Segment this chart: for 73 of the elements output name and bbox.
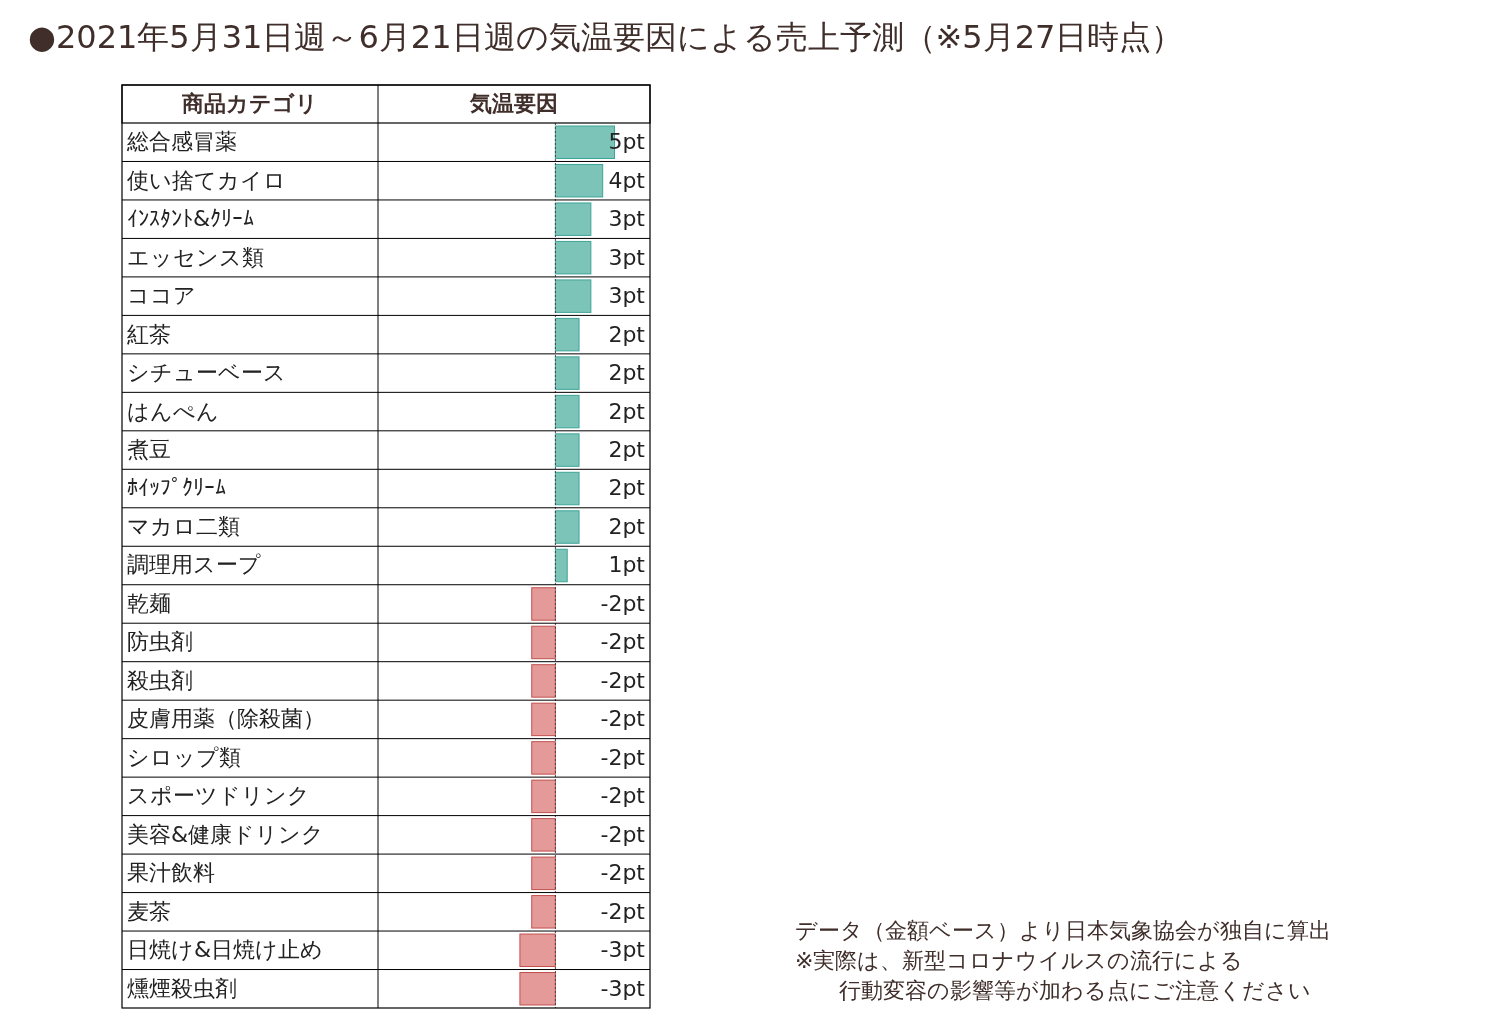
y-tick-label: シチューベース [127, 360, 286, 386]
y-tick-label: マカロ二類 [127, 513, 240, 539]
data-label: -2pt [600, 860, 646, 886]
bar [519, 972, 556, 1006]
y-tick-label: 美容&健康ドリンク [127, 821, 325, 847]
y-tick-label: エッセンス類 [127, 244, 264, 270]
bar [531, 856, 556, 891]
bar [554, 548, 568, 583]
y-tick-label: 煮豆 [127, 436, 171, 462]
y-tick-label: 燻煙殺虫剤 [127, 975, 237, 1001]
y-axis-title: 商品カテゴリ [181, 91, 318, 116]
bar [554, 510, 580, 544]
bar [554, 394, 580, 429]
y-tick-label: はんぺん [127, 398, 219, 424]
y-tick-label: 麦茶 [127, 898, 171, 924]
data-label: -2pt [600, 629, 646, 655]
y-tick-label: ﾎｲｯﾌﾟｸﾘｰﾑ [127, 475, 226, 501]
data-label: -3pt [600, 975, 646, 1001]
data-label: -2pt [600, 821, 646, 847]
bar [531, 895, 556, 929]
data-label: -2pt [600, 898, 646, 924]
y-tick-label: ココア [127, 283, 196, 309]
data-label: 1pt [608, 552, 646, 578]
y-tick-label: スポーツドリンク [127, 783, 310, 809]
bar [554, 356, 580, 390]
bar [554, 317, 580, 352]
bar [531, 779, 556, 814]
bar [554, 202, 592, 236]
data-label: 2pt [608, 475, 646, 501]
data-label: -3pt [600, 937, 646, 963]
data-label: 2pt [608, 436, 646, 462]
data-label: -2pt [600, 783, 646, 809]
bar [554, 163, 604, 198]
data-label: 2pt [608, 513, 646, 539]
data-label: 3pt [608, 244, 646, 270]
bar [531, 587, 556, 621]
bar [554, 240, 592, 275]
y-tick-label: 紅茶 [127, 321, 171, 347]
y-tick-label: 果汁飲料 [127, 860, 215, 886]
bar [531, 625, 556, 660]
text: 行動変容の影響等が加わる点にご注意ください [795, 978, 1311, 1003]
data-label: 4pt [608, 167, 646, 193]
x-axis-title: 気温要因 [469, 91, 558, 116]
data-label: 2pt [608, 321, 646, 347]
bar [531, 818, 556, 852]
data-label: -2pt [600, 590, 646, 616]
y-tick-label: 使い捨てカイロ [127, 167, 286, 193]
bar [519, 933, 556, 968]
data-label: 2pt [608, 360, 646, 386]
text: ※実際は、新型コロナウイルスの流行による [795, 948, 1244, 973]
bar [531, 664, 556, 698]
y-tick-label: ｲﾝｽﾀﾝﾄ&ｸﾘｰﾑ [127, 206, 255, 232]
y-tick-label: 防虫剤 [127, 629, 193, 655]
data-label: -2pt [600, 744, 646, 770]
data-label: -2pt [600, 667, 646, 693]
data-label: -2pt [600, 706, 646, 732]
chart-title: ●2021年5月31日週～6月21日週の気温要因による売上予測（※5月27日時点） [28, 18, 1184, 56]
bar [531, 702, 556, 737]
bar [554, 471, 580, 506]
data-label: 3pt [608, 206, 646, 232]
data-label: 3pt [608, 283, 646, 309]
y-tick-label: シロップ類 [127, 744, 241, 770]
y-tick-label: 日焼け&日焼け止め [127, 937, 324, 963]
bar [554, 279, 592, 313]
y-tick-label: 総合感冒薬 [126, 129, 237, 155]
bar [554, 433, 580, 467]
y-tick-label: 殺虫剤 [127, 667, 193, 693]
y-tick-label: 調理用スープ [127, 552, 261, 578]
y-tick-label: 皮膚用薬（除殺菌） [127, 706, 325, 732]
bar [531, 741, 556, 775]
y-tick-label: 乾麺 [127, 590, 171, 616]
data-label: 2pt [608, 398, 646, 424]
text: データ（金額ベース）より日本気象協会が独自に算出 [795, 918, 1331, 943]
